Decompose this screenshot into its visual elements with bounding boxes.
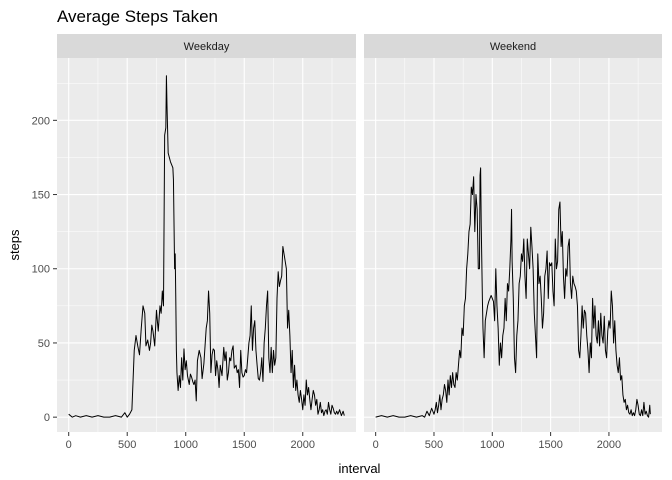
facet-strip-label: Weekday (184, 41, 230, 53)
x-tick-label: 1500 (232, 439, 256, 451)
series-line-weekday (68, 75, 345, 418)
y-tick-label: 100 (32, 264, 50, 276)
x-tick-label: 2000 (597, 439, 621, 451)
y-axis-title: steps (7, 229, 22, 261)
panel-weekday: Weekday 0 500 1000 1500 2000 0 50 100 150 200 (32, 34, 356, 451)
y-tick-label: 150 (32, 190, 50, 202)
chart-title: Average Steps Taken (57, 7, 218, 26)
panels-group: Weekday 0 500 1000 1500 2000 0 50 100 150 200 Weeke… (32, 34, 662, 451)
panel-background (57, 58, 356, 432)
y-tick-label: 0 (44, 412, 50, 424)
x-tick-label: 0 (373, 439, 379, 451)
panel-background (364, 58, 662, 432)
x-tick-label: 1000 (480, 439, 504, 451)
x-tick-label: 500 (425, 439, 443, 451)
y-tick-label: 50 (38, 338, 50, 350)
series-line-weekend (375, 167, 651, 418)
x-axis-title: interval (339, 461, 381, 476)
x-tick-label: 500 (118, 439, 136, 451)
x-tick-label: 1500 (538, 439, 562, 451)
facet-strip (364, 34, 662, 58)
x-tick-label: 1000 (173, 439, 197, 451)
x-tick-label: 2000 (291, 439, 315, 451)
facet-strip (57, 34, 356, 58)
panel-weekend: Weekend 0 500 1000 1500 2000 (364, 34, 662, 451)
y-tick-label: 200 (32, 115, 50, 127)
facet-strip-label: Weekend (490, 41, 536, 53)
x-tick-label: 0 (66, 439, 72, 451)
